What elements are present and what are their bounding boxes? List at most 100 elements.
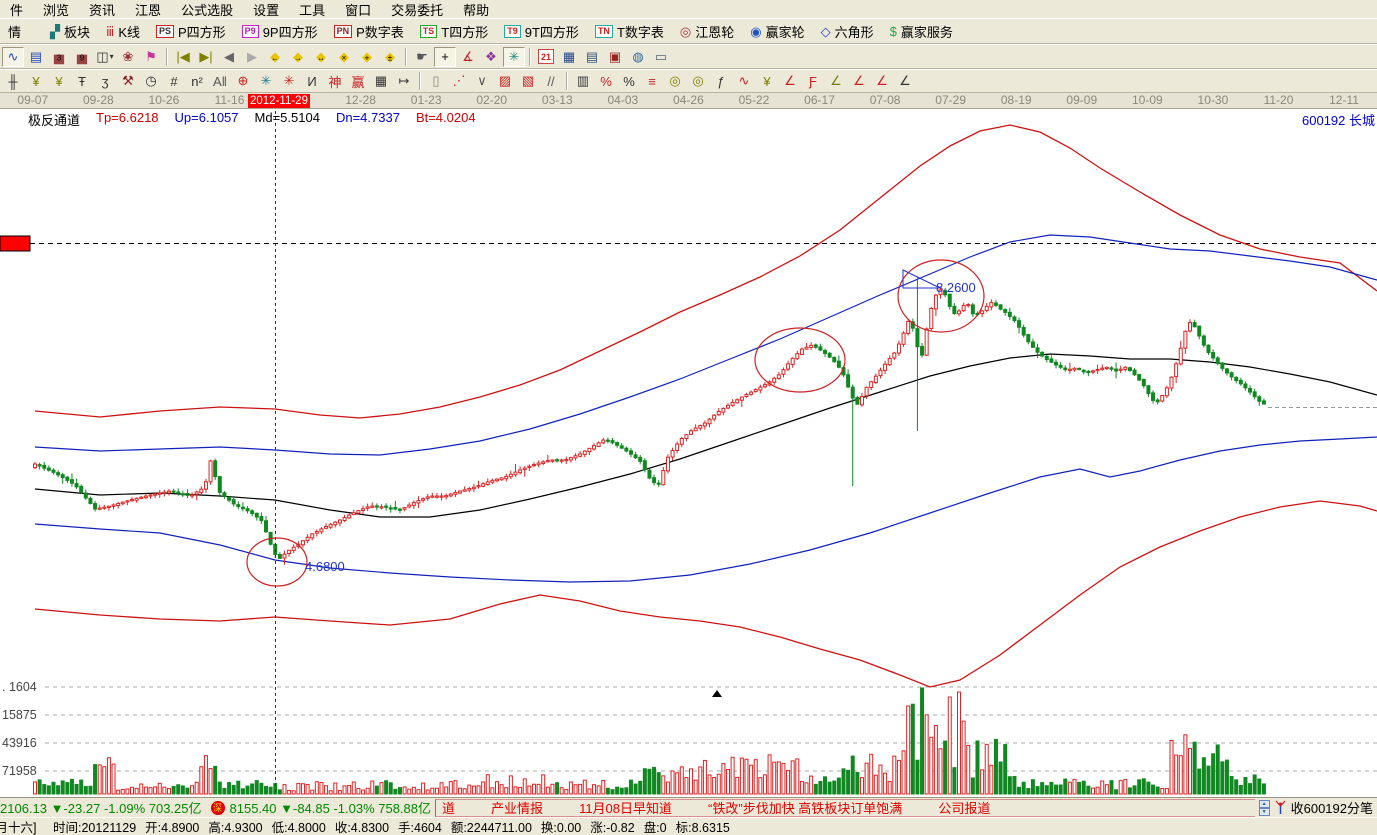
news-headline-2[interactable]: 产业情报 [491, 801, 544, 816]
func-icon[interactable]: ƒ [717, 73, 725, 89]
wave-icon[interactable]: ∿ [738, 73, 750, 88]
flag-chart-icon[interactable]: ⚑ [145, 48, 157, 64]
menu-gann[interactable]: 江恩 [135, 2, 162, 18]
menu-tools[interactable]: 工具 [299, 2, 326, 18]
nav-gann-wheel[interactable]: ◎ 江恩轮 [672, 22, 742, 41]
tally-icon[interactable]: # [170, 73, 178, 89]
calendar-icon[interactable]: 21 [535, 47, 557, 67]
report-list-icon[interactable]: ▤ [29, 48, 43, 64]
gann-fan-icon[interactable]: ❖ [485, 48, 497, 64]
zoom-v-icon[interactable]: ◆ + [362, 48, 372, 64]
angle-red2-icon[interactable]: ∠ [853, 73, 865, 88]
angle-red3-icon[interactable]: ∠ [876, 73, 888, 88]
bar3-icon[interactable]: ▅ 3 [54, 48, 64, 64]
golden-ratio2-icon[interactable]: ¥ [55, 73, 63, 89]
time-ruler-icon[interactable]: Ŧ [78, 73, 86, 89]
kline-chart-pane[interactable]: 极反通道 Tp=6.6218 Up=6.1057 Md=5.5104 Dn=4.733… [0, 109, 1377, 797]
menu-window[interactable]: 窗口 [345, 2, 372, 18]
wave-mark-icon[interactable]: И [307, 73, 317, 89]
crosshair-icon[interactable]: + [434, 46, 456, 67]
news-headline-1[interactable]: 道 [442, 801, 456, 816]
nav-9p-square[interactable]: P9 9P四方形 [234, 22, 326, 41]
angle-gold-icon[interactable]: ∠ [830, 73, 842, 88]
shift-left-icon[interactable]: ◆ ← [270, 48, 280, 64]
gann-grid-icon[interactable]: ╫ [8, 73, 18, 89]
ying-tool-icon[interactable]: 赢 [351, 74, 365, 90]
kline-chart[interactable]: . 1604 15875 43916 71958 4.6800 8.2600 [0, 109, 1377, 797]
menu-settings[interactable]: 设置 [253, 2, 280, 18]
rose-tool-icon[interactable]: ❀ [122, 48, 134, 64]
notebook-icon[interactable]: ▤ [585, 48, 599, 64]
ticker-spinner[interactable]: ▲ ▼ [1258, 799, 1270, 816]
print-icon[interactable]: ▭ [654, 48, 668, 64]
candle-type-icon[interactable]: ◫ ▾ [96, 48, 114, 64]
drag-hand-icon[interactable]: ☛ [416, 48, 428, 64]
gold-circle-icon[interactable]: ◎ [669, 73, 681, 88]
save-icon[interactable]: ▣ [608, 48, 622, 64]
angle-f-icon[interactable]: Ƒ [809, 73, 817, 89]
coil-tool-icon[interactable]: ʒ [101, 73, 109, 89]
rays-icon[interactable]: ⋰ [452, 73, 466, 88]
nav-kline[interactable]: ⅲ K线 [98, 22, 148, 41]
tick-mode-label[interactable]: 收600192分笔 [1290, 801, 1373, 816]
shift-right-icon[interactable]: ◆ → [293, 48, 303, 64]
nav-quotes[interactable]: 行情 [0, 22, 42, 41]
nav-9t-square[interactable]: T9 9T四方形 [496, 22, 587, 41]
burst-teal-icon[interactable]: ✳ [260, 73, 272, 88]
zoom-h-icon[interactable]: ◆ ↔ [316, 48, 326, 64]
angle-black-icon[interactable]: ∠ [899, 73, 911, 88]
box-tool-icon[interactable]: ▯ [432, 73, 440, 88]
menu-news[interactable]: 资讯 [89, 2, 116, 18]
time-circle-icon[interactable]: ◷ [145, 73, 157, 88]
save-export-icon[interactable]: ◍ [632, 48, 644, 64]
zoom-in-icon[interactable]: ◆ × [339, 48, 349, 64]
menu-formula-stock-pick[interactable]: 公式选股 [181, 2, 234, 18]
levels-icon[interactable]: ≡ [648, 73, 656, 89]
news-headline-3[interactable]: 11月08日早知道 [579, 801, 673, 816]
news-headline-4[interactable]: “铁改”步伐加快 高铁板块订单饱满 [708, 801, 903, 816]
grid-red2-icon[interactable]: ▧ [521, 73, 535, 88]
calculator-icon[interactable]: ▦ [562, 48, 576, 64]
volume-bar [993, 738, 998, 795]
nav-sectors[interactable]: ▞ 板块 [42, 22, 98, 41]
nav-p-table[interactable]: PN P数字表 [326, 22, 412, 41]
nav-p-square[interactable]: PS P四方形 [148, 22, 234, 41]
menu-file[interactable]: 件 [10, 2, 24, 18]
zigzag-tool-icon[interactable]: ∿ [2, 46, 24, 67]
zoom-out-icon[interactable]: ◆ ± [385, 48, 395, 64]
bar9-icon[interactable]: ▅ 9 [77, 48, 87, 64]
percent-icon[interactable]: % [623, 73, 635, 89]
nav-t-table[interactable]: TN T数字表 [587, 22, 672, 41]
shen-tool-icon[interactable]: 神 [328, 74, 342, 90]
hammer-tool-icon[interactable]: ⚒ [122, 73, 134, 88]
last-bar-icon[interactable]: ▶| [199, 48, 213, 64]
menu-help[interactable]: 帮助 [463, 2, 490, 18]
ruler-grid-icon[interactable]: ▦ [374, 73, 388, 88]
n-square-icon[interactable]: n² [191, 73, 203, 89]
nav-winner-service[interactable]: $ 赢家服务 [882, 22, 961, 41]
nav-hexagon[interactable]: ◇ 六角形 [813, 22, 882, 41]
golden-ratio-icon[interactable]: ¥ [32, 73, 40, 89]
gold-circle2-icon[interactable]: ◎ [692, 73, 704, 88]
next-bar-icon[interactable]: ▶ [247, 48, 257, 64]
angle-measure-icon[interactable]: ∡ [462, 48, 474, 64]
spiral-tool-icon[interactable]: ✳ [503, 46, 525, 67]
burst-red-icon[interactable]: ✳ [283, 73, 295, 88]
nav-winner-wheel[interactable]: ◉ 赢家轮 [742, 22, 812, 41]
nav-t-square[interactable]: TS T四方形 [412, 22, 496, 41]
prev-bar-icon[interactable]: ◀ [224, 48, 234, 64]
percent-red-icon[interactable]: % [600, 73, 612, 89]
news-headline-5[interactable]: 公司报道 [938, 801, 991, 816]
first-bar-icon[interactable]: |◀ [176, 48, 190, 64]
grid-red-icon[interactable]: ▨ [498, 73, 512, 88]
scale-icon[interactable]: ▥ [576, 73, 590, 88]
parallel-lines-icon[interactable]: // [547, 73, 555, 89]
parallel-a-icon[interactable]: A‖ [212, 73, 228, 89]
circle-cross-icon[interactable]: ⊕ [237, 73, 249, 88]
angle-j-icon[interactable]: ∠ [784, 73, 796, 88]
vee-icon[interactable]: ∨ [477, 73, 487, 88]
menu-trade-order[interactable]: 交易委托 [391, 2, 444, 18]
gold-line-icon[interactable]: ¥ [763, 73, 771, 89]
arrow-measure-icon[interactable]: ↦ [398, 73, 410, 88]
menu-browse[interactable]: 浏览 [43, 2, 70, 18]
